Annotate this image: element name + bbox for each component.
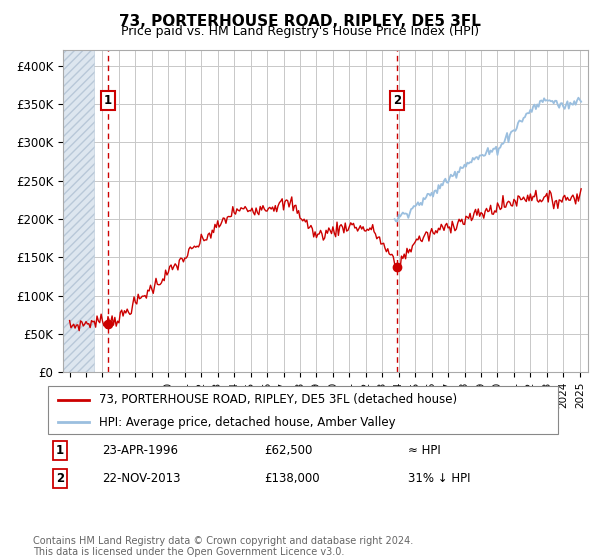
Text: £62,500: £62,500 xyxy=(264,444,313,458)
Polygon shape xyxy=(63,50,94,372)
Text: 1: 1 xyxy=(104,94,112,107)
Text: 23-APR-1996: 23-APR-1996 xyxy=(102,444,178,458)
Text: 2: 2 xyxy=(393,94,401,107)
Text: HPI: Average price, detached house, Amber Valley: HPI: Average price, detached house, Ambe… xyxy=(99,416,395,428)
Text: ≈ HPI: ≈ HPI xyxy=(408,444,441,458)
Text: 22-NOV-2013: 22-NOV-2013 xyxy=(102,472,181,486)
Text: Price paid vs. HM Land Registry's House Price Index (HPI): Price paid vs. HM Land Registry's House … xyxy=(121,25,479,38)
FancyBboxPatch shape xyxy=(48,386,558,434)
Text: 31% ↓ HPI: 31% ↓ HPI xyxy=(408,472,470,486)
Text: 73, PORTERHOUSE ROAD, RIPLEY, DE5 3FL (detached house): 73, PORTERHOUSE ROAD, RIPLEY, DE5 3FL (d… xyxy=(99,393,457,406)
Text: 1: 1 xyxy=(56,444,64,458)
Text: 2: 2 xyxy=(56,472,64,486)
Text: 73, PORTERHOUSE ROAD, RIPLEY, DE5 3FL: 73, PORTERHOUSE ROAD, RIPLEY, DE5 3FL xyxy=(119,14,481,29)
Text: £138,000: £138,000 xyxy=(264,472,320,486)
Text: Contains HM Land Registry data © Crown copyright and database right 2024.
This d: Contains HM Land Registry data © Crown c… xyxy=(33,535,413,557)
